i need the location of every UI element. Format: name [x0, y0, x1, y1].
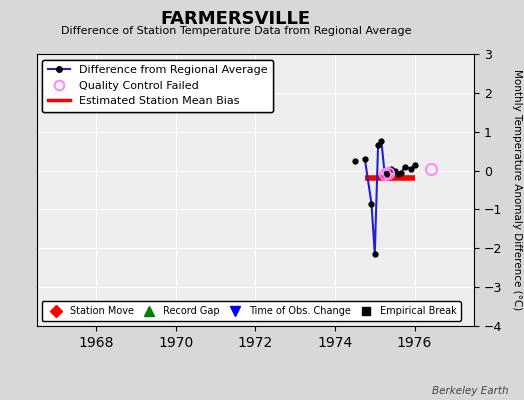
- Text: Difference of Station Temperature Data from Regional Average: Difference of Station Temperature Data f…: [61, 26, 411, 36]
- Legend: Difference from Regional Average, Quality Control Failed, Estimated Station Mean: Difference from Regional Average, Qualit…: [42, 60, 273, 112]
- Text: FARMERSVILLE: FARMERSVILLE: [161, 10, 311, 28]
- Y-axis label: Monthly Temperature Anomaly Difference (°C): Monthly Temperature Anomaly Difference (…: [512, 69, 522, 311]
- Text: Berkeley Earth: Berkeley Earth: [432, 386, 508, 396]
